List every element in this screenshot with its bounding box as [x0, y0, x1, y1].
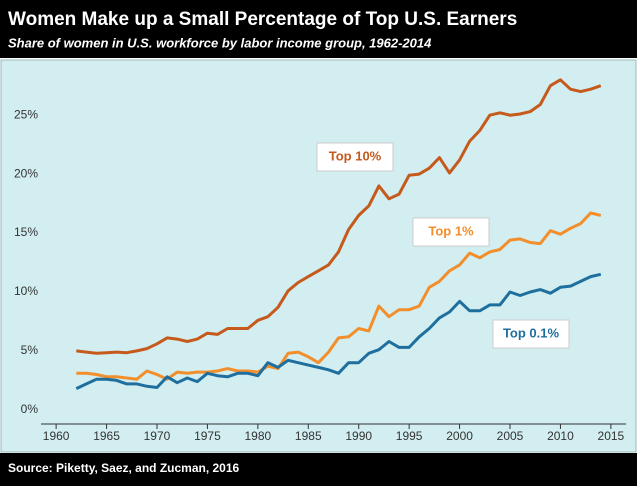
- series-label: Top 1%: [428, 223, 474, 238]
- x-tick-label: 2015: [598, 429, 625, 443]
- x-tick-label: 1995: [396, 429, 423, 443]
- series-label: Top 0.1%: [503, 325, 560, 340]
- chart-title: Women Make up a Small Percentage of Top …: [8, 9, 517, 30]
- x-tick-label: 1965: [93, 429, 120, 443]
- series-line: [76, 211, 602, 381]
- series-line: [75, 272, 602, 390]
- header-band: [0, 0, 637, 58]
- y-tick-label: 0%: [21, 402, 39, 416]
- y-tick-label: 5%: [21, 343, 39, 357]
- source: Source: Piketty, Saez, and Zucman, 2016: [8, 461, 240, 475]
- x-tick-label: 1960: [43, 429, 70, 443]
- x-tick-label: 1985: [295, 429, 322, 443]
- chart-subtitle: Share of women in U.S. workforce by labo…: [8, 35, 432, 50]
- label-box: [492, 319, 570, 349]
- y-tick-label: 25%: [14, 107, 38, 121]
- y-tick-label: 10%: [14, 284, 38, 298]
- x-tick-label: 2000: [446, 429, 473, 443]
- x-tick-label: 1975: [194, 429, 221, 443]
- y-tick-label: 20%: [14, 166, 38, 180]
- x-tick-label: 2010: [547, 429, 574, 443]
- series-line: [76, 78, 602, 355]
- x-tick-label: 1970: [144, 429, 171, 443]
- series-label: Top 10%: [329, 148, 382, 163]
- x-tick-label: 1980: [245, 429, 272, 443]
- x-tick-label: 1990: [345, 429, 372, 443]
- label-box: [412, 217, 490, 247]
- x-tick-label: 2005: [497, 429, 524, 443]
- plot-background: [0, 59, 637, 453]
- label-box: [316, 142, 394, 172]
- y-tick-label: 15%: [14, 225, 38, 239]
- footer-band: [0, 453, 637, 486]
